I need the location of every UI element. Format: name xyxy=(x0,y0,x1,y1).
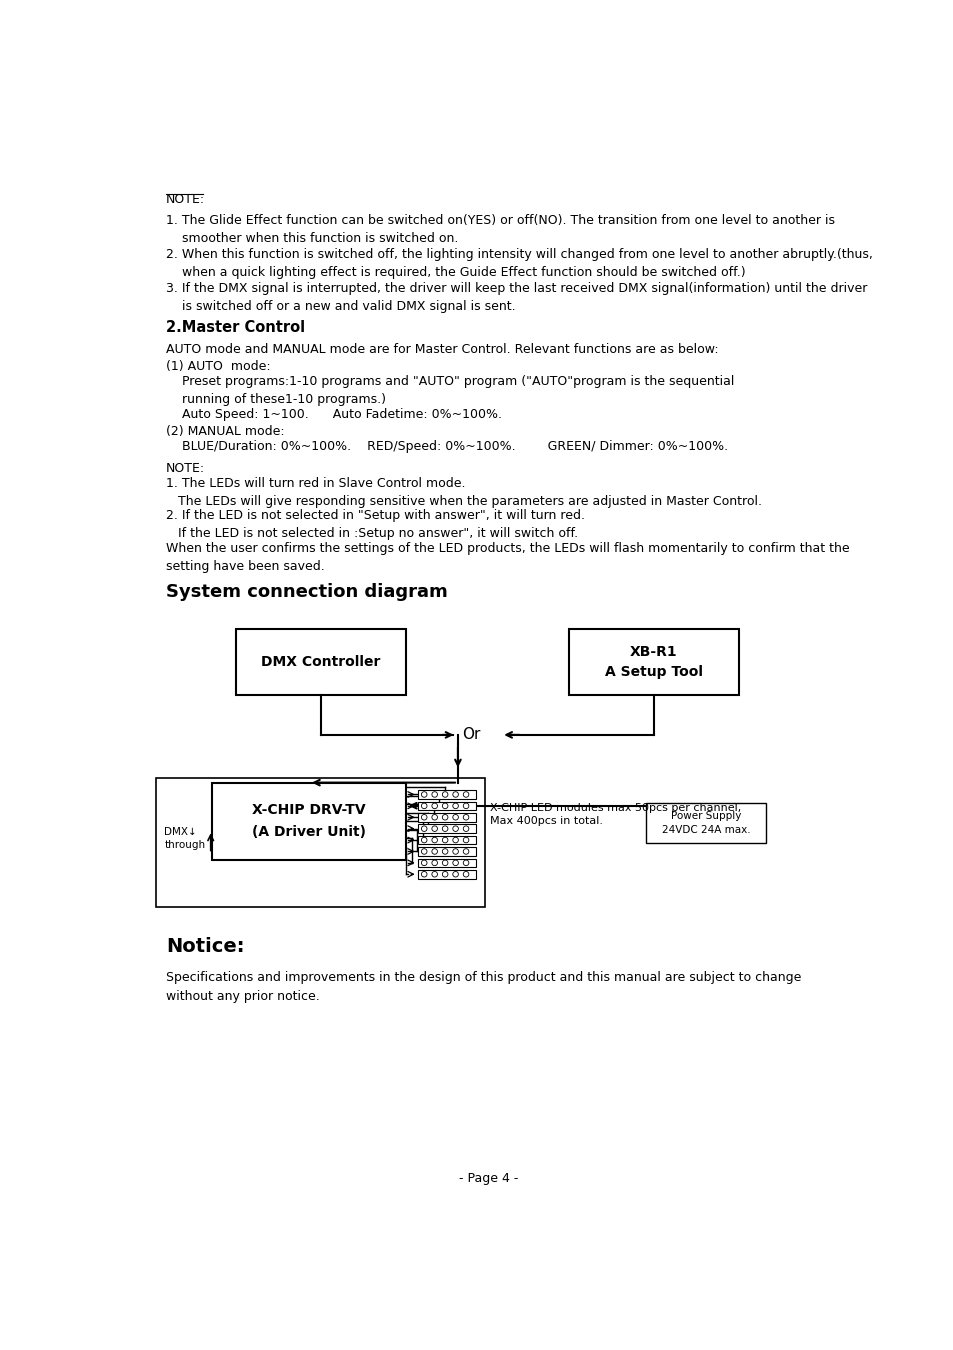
Circle shape xyxy=(432,860,437,865)
Circle shape xyxy=(442,814,448,819)
Text: Preset programs:1-10 programs and "AUTO" program ("AUTO"program is the sequentia: Preset programs:1-10 programs and "AUTO"… xyxy=(166,375,734,406)
Circle shape xyxy=(463,803,468,809)
Text: XB-R1: XB-R1 xyxy=(630,645,677,659)
Text: - Page 4 -: - Page 4 - xyxy=(458,1172,518,1184)
Circle shape xyxy=(463,872,468,878)
Circle shape xyxy=(432,837,437,842)
Text: Specifications and improvements in the design of this product and this manual ar: Specifications and improvements in the d… xyxy=(166,971,801,1003)
Text: 1. The LEDs will turn red in Slave Control mode.
   The LEDs will give respondin: 1. The LEDs will turn red in Slave Contr… xyxy=(166,477,760,508)
Circle shape xyxy=(453,872,457,878)
Text: DMX Controller: DMX Controller xyxy=(261,655,380,670)
Bar xyxy=(417,790,476,799)
Circle shape xyxy=(421,814,427,819)
Bar xyxy=(212,783,406,860)
Text: Or: Or xyxy=(462,728,480,743)
Bar xyxy=(417,813,476,822)
Text: (1) AUTO  mode:: (1) AUTO mode: xyxy=(166,360,270,373)
Circle shape xyxy=(442,803,448,809)
Circle shape xyxy=(453,837,457,842)
Circle shape xyxy=(432,791,437,798)
Text: 2.Master Control: 2.Master Control xyxy=(166,320,305,335)
Bar xyxy=(417,869,476,879)
Circle shape xyxy=(432,872,437,878)
Text: Power Supply: Power Supply xyxy=(670,811,740,821)
Circle shape xyxy=(442,860,448,865)
Text: X-CHIP DRV-TV: X-CHIP DRV-TV xyxy=(252,803,366,817)
Circle shape xyxy=(421,826,427,832)
Text: NOTE:: NOTE: xyxy=(166,462,205,475)
Circle shape xyxy=(463,791,468,798)
Bar xyxy=(417,825,476,833)
Circle shape xyxy=(442,872,448,878)
Circle shape xyxy=(442,826,448,832)
Circle shape xyxy=(463,814,468,819)
Bar xyxy=(568,629,739,695)
Circle shape xyxy=(463,837,468,842)
Circle shape xyxy=(432,803,437,809)
Text: 2. If the LED is not selected in "Setup with answer", it will turn red.
   If th: 2. If the LED is not selected in "Setup … xyxy=(166,509,584,540)
Circle shape xyxy=(453,826,457,832)
Bar xyxy=(417,859,476,867)
Circle shape xyxy=(463,826,468,832)
Circle shape xyxy=(442,849,448,855)
Text: DMX↓
through: DMX↓ through xyxy=(164,828,205,849)
Bar xyxy=(156,778,484,907)
Text: (A Driver Unit): (A Driver Unit) xyxy=(252,825,366,838)
Circle shape xyxy=(442,837,448,842)
Bar xyxy=(235,629,406,695)
Circle shape xyxy=(463,860,468,865)
Text: When the user confirms the settings of the LED products, the LEDs will flash mom: When the user confirms the settings of t… xyxy=(166,541,848,572)
Text: A Setup Tool: A Setup Tool xyxy=(604,666,702,679)
Text: 24VDC 24A max.: 24VDC 24A max. xyxy=(661,825,750,834)
Text: System connection diagram: System connection diagram xyxy=(166,583,447,601)
Text: X-CHIP LED modules max 50pcs per channel,
Max 400pcs in total.: X-CHIP LED modules max 50pcs per channel… xyxy=(489,803,740,826)
Bar xyxy=(645,803,765,842)
Circle shape xyxy=(453,803,457,809)
Text: 2. When this function is switched off, the lighting intensity will changed from : 2. When this function is switched off, t… xyxy=(166,248,872,279)
Circle shape xyxy=(421,837,427,842)
Bar xyxy=(417,836,476,844)
Circle shape xyxy=(453,849,457,855)
Circle shape xyxy=(453,814,457,819)
Circle shape xyxy=(421,849,427,855)
Text: Notice:: Notice: xyxy=(166,937,244,956)
Text: Auto Speed: 1~100.      Auto Fadetime: 0%~100%.: Auto Speed: 1~100. Auto Fadetime: 0%~100… xyxy=(166,408,501,421)
Bar xyxy=(417,802,476,810)
Circle shape xyxy=(432,849,437,855)
Bar xyxy=(417,848,476,856)
Circle shape xyxy=(421,872,427,878)
Circle shape xyxy=(463,849,468,855)
Circle shape xyxy=(442,791,448,798)
Circle shape xyxy=(453,860,457,865)
Circle shape xyxy=(421,803,427,809)
Circle shape xyxy=(432,814,437,819)
Text: (2) MANUAL mode:: (2) MANUAL mode: xyxy=(166,424,284,437)
Text: AUTO mode and MANUAL mode are for Master Control. Relevant functions are as belo: AUTO mode and MANUAL mode are for Master… xyxy=(166,343,718,356)
Circle shape xyxy=(453,791,457,798)
Text: NOTE:: NOTE: xyxy=(166,193,205,205)
Text: BLUE/Duration: 0%~100%.    RED/Speed: 0%~100%.        GREEN/ Dimmer: 0%~100%.: BLUE/Duration: 0%~100%. RED/Speed: 0%~10… xyxy=(166,440,727,454)
Text: 3. If the DMX signal is interrupted, the driver will keep the last received DMX : 3. If the DMX signal is interrupted, the… xyxy=(166,282,866,313)
Circle shape xyxy=(421,860,427,865)
Circle shape xyxy=(421,791,427,798)
Text: 1. The Glide Effect function can be switched on(YES) or off(NO). The transition : 1. The Glide Effect function can be swit… xyxy=(166,215,834,246)
Circle shape xyxy=(432,826,437,832)
